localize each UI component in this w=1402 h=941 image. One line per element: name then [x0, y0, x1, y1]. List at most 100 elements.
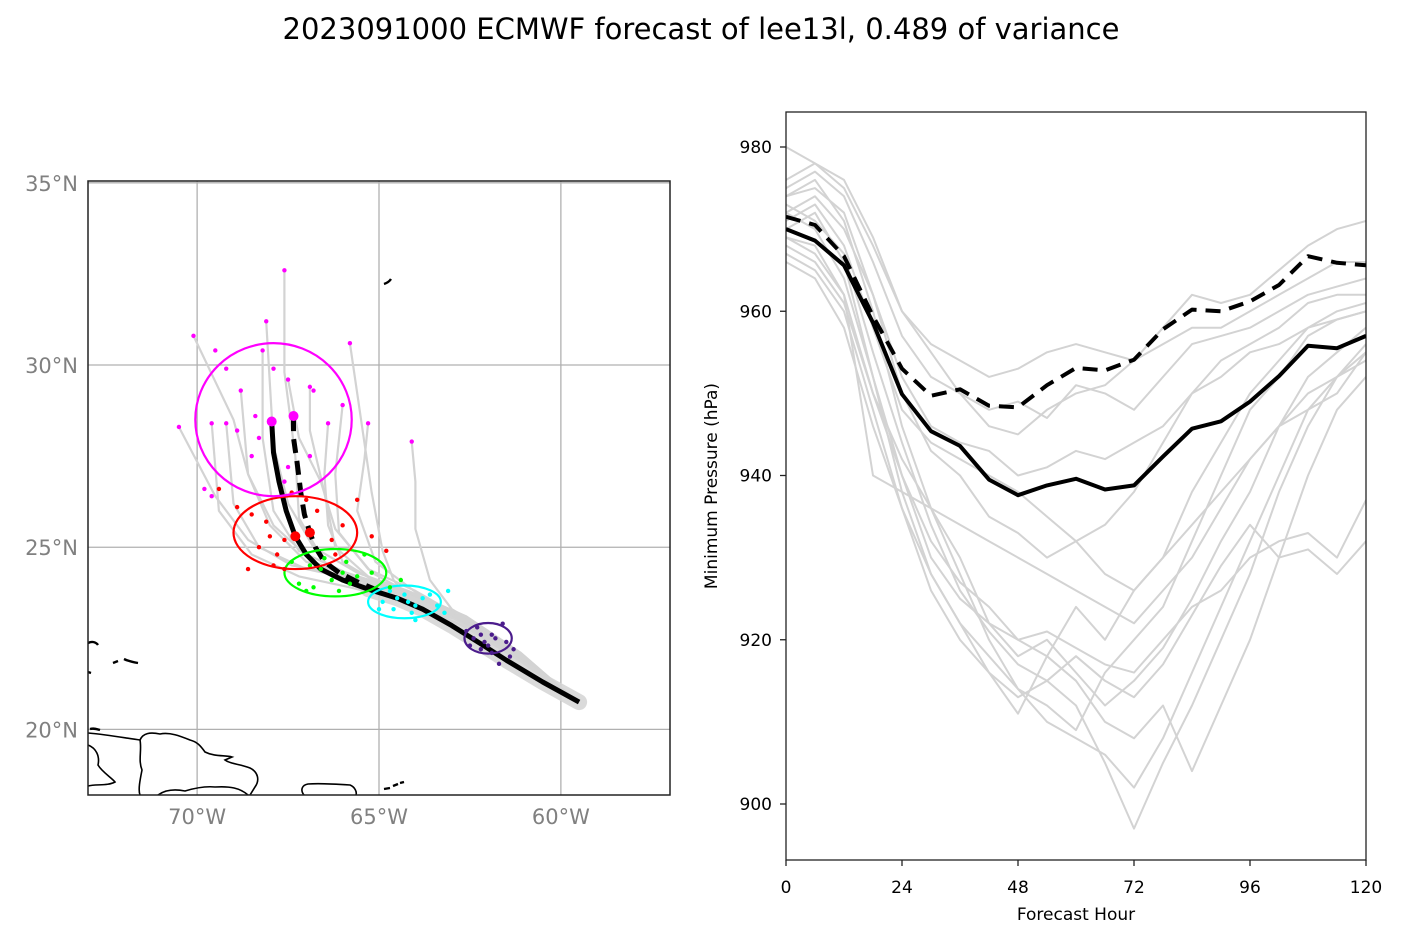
member-position-dot [394, 596, 400, 601]
track-map-panel: 70°W 65°W 60°W 35°N 30°N 25°N 20°N [25, 172, 671, 829]
coastline-virgin-islands [383, 780, 405, 791]
time-group-72h [283, 547, 404, 598]
coastline-puerto-rico [301, 782, 358, 795]
member-line [786, 211, 1366, 715]
spread-ellipse [194, 342, 353, 498]
member-position-dot [318, 566, 323, 572]
member-position-dot [347, 340, 353, 346]
member-position-dot [307, 453, 313, 459]
member-position-dot [271, 366, 276, 371]
x-tick-label: 0 [781, 878, 792, 898]
map-x-tick-labels: 70°W 65°W 60°W [168, 805, 590, 829]
time-group-24h [463, 621, 516, 667]
x-tick-label: 72 [1123, 878, 1145, 898]
member-position-dot [322, 555, 327, 561]
member-position-dot [402, 592, 407, 597]
mean-pressure-lines [786, 214, 1366, 498]
member-position-dot [493, 636, 498, 641]
member-position-dot [478, 647, 484, 652]
member-line [786, 187, 1366, 477]
spread-ellipse [283, 547, 388, 598]
member-position-dot [475, 625, 480, 630]
member-line [786, 261, 1366, 789]
map-coastlines [88, 278, 405, 795]
member-position-dot [285, 464, 291, 470]
mean-position-marker [290, 531, 301, 542]
member-position-dot [347, 581, 353, 586]
member-position-dot [496, 661, 502, 667]
spread-ellipse [232, 495, 359, 571]
map-y-tick-label: 35°N [25, 172, 78, 196]
map-x-tick-label: 70°W [168, 805, 226, 829]
y-tick-label: 900 [740, 795, 772, 815]
map-y-tick-label: 20°N [25, 718, 78, 742]
pressure-frame [785, 111, 1367, 861]
mean-position-marker [288, 411, 299, 422]
member-position-dot [405, 599, 411, 605]
member-position-dot [369, 534, 374, 539]
member-position-dot [264, 519, 269, 524]
member-position-dot [478, 632, 484, 637]
time-group-48h [366, 584, 451, 623]
member-track [283, 270, 577, 702]
member-track [192, 335, 577, 702]
y-axis-label: Minimum Pressure (hPa) [702, 383, 722, 589]
member-position-dot [176, 424, 182, 430]
member-line [786, 203, 1366, 830]
coastline-turks-caicos [88, 640, 139, 732]
y-tick-label: 980 [740, 138, 772, 158]
member-track [356, 423, 577, 702]
member-position-dot [234, 428, 240, 433]
member-position-dot [238, 388, 243, 393]
member-position-dot [387, 585, 393, 590]
member-position-dot [325, 421, 331, 426]
member-position-dot [216, 486, 222, 492]
member-position-dot [224, 366, 229, 371]
mean-position-marker [266, 416, 277, 427]
member-position-dot [307, 563, 313, 568]
member-position-dot [391, 606, 396, 612]
member-line [786, 170, 1366, 419]
member-position-dot [329, 537, 334, 543]
member-position-dot [413, 603, 418, 608]
member-position-dot [398, 577, 404, 583]
coastline-hispaniola-west [88, 739, 143, 795]
member-position-dot [329, 577, 334, 583]
member-position-dot [256, 545, 262, 550]
x-tick-label: 96 [1239, 878, 1261, 898]
member-position-dot [249, 453, 254, 459]
member-line [786, 236, 1366, 625]
member-position-dot [340, 523, 345, 528]
x-tick-label: 24 [891, 878, 913, 898]
member-position-dot [485, 643, 491, 648]
member-position-dot [209, 493, 214, 499]
pressure-chart-panel: 0 24 48 72 96 120 900 920 940 960 980 Forecast Ho… [702, 111, 1382, 925]
y-tick-label: 920 [740, 631, 772, 651]
member-position-dot [344, 559, 349, 564]
map-y-tick-labels: 35°N 30°N 25°N 20°N [25, 172, 78, 743]
y-tick-label: 940 [740, 467, 772, 487]
member-line [786, 162, 1366, 378]
member-position-dot [213, 348, 218, 353]
map-y-tick-label: 30°N [25, 354, 78, 378]
member-position-dot [340, 570, 345, 575]
member-position-dot [260, 348, 265, 353]
member-position-dot [489, 632, 494, 637]
member-position-dot [471, 636, 476, 641]
coastline-hispaniola [88, 732, 259, 795]
member-position-dot [409, 439, 414, 444]
member-position-dot [387, 588, 393, 594]
member-position-dot [384, 548, 389, 554]
member-position-dot [234, 504, 240, 510]
member-position-dot [311, 388, 316, 393]
member-line [786, 236, 1366, 773]
member-position-dot [427, 592, 433, 597]
member-position-dot [507, 654, 513, 659]
member-position-dot [274, 552, 280, 557]
coastline-bermuda [383, 278, 392, 286]
member-position-dot [282, 479, 287, 484]
member-position-dot [253, 413, 258, 419]
member-position-dot [307, 384, 313, 390]
member-track [261, 350, 577, 702]
member-position-dot [304, 497, 309, 503]
